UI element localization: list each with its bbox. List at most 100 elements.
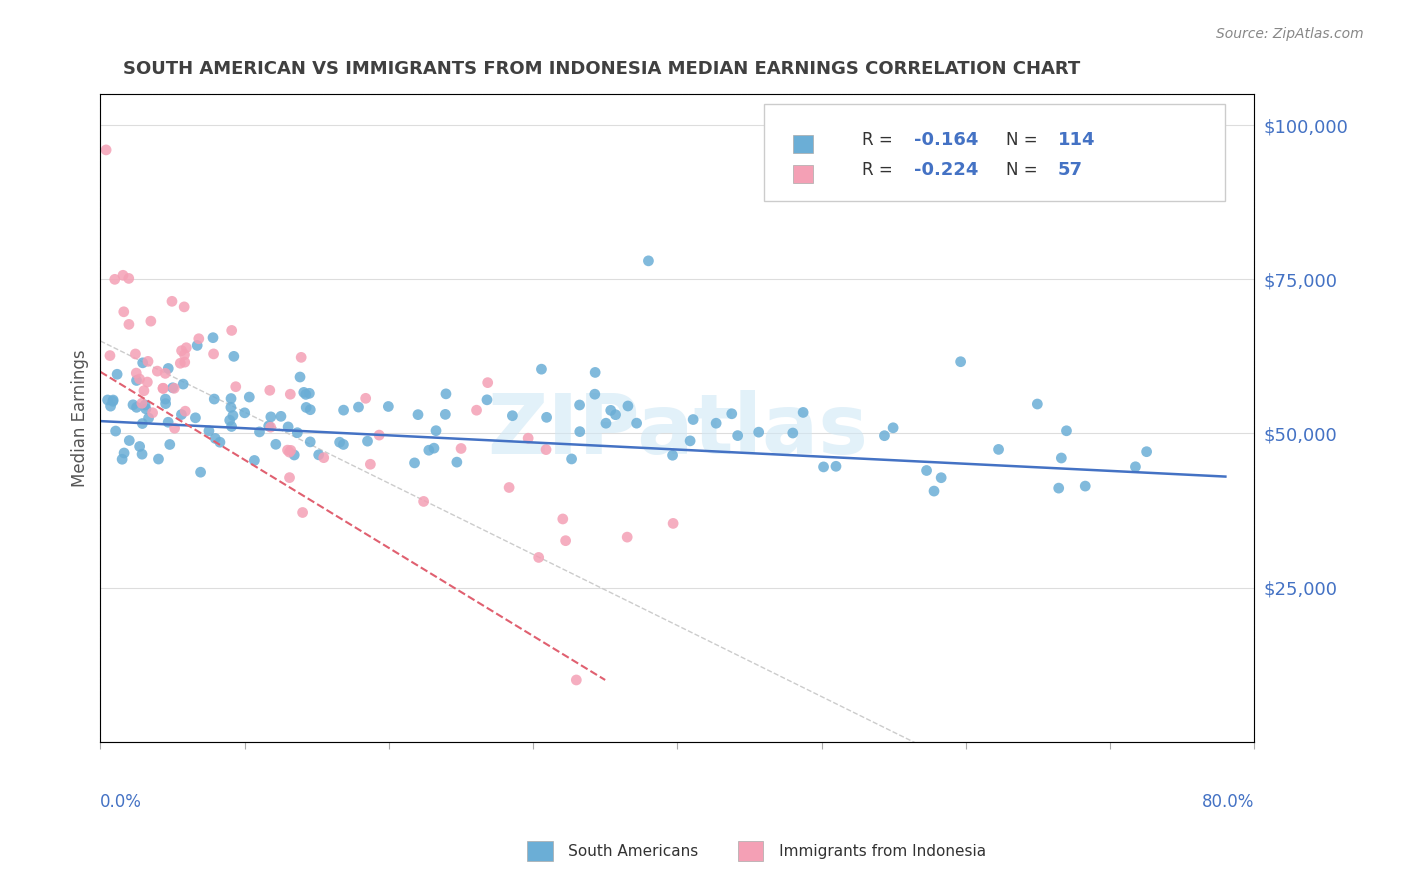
Point: [97, 392, 120, 407]
Point: [583, 387, 606, 401]
Point: [259, 384, 281, 398]
Point: [131, 417, 153, 431]
Point: [104, 424, 127, 438]
Point: [157, 415, 180, 429]
Point: [190, 465, 212, 479]
Text: N =: N =: [1007, 131, 1043, 149]
Point: [138, 411, 160, 425]
Point: [465, 403, 488, 417]
Point: [290, 351, 312, 365]
Point: [434, 387, 457, 401]
Point: [554, 533, 576, 548]
Point: [202, 392, 225, 406]
Point: [922, 484, 945, 499]
FancyBboxPatch shape: [793, 135, 813, 153]
Point: [172, 377, 194, 392]
Point: [949, 355, 972, 369]
Point: [720, 407, 742, 421]
Point: [160, 294, 183, 309]
Point: [155, 367, 177, 381]
Point: [617, 399, 640, 413]
Point: [536, 410, 558, 425]
Point: [162, 381, 184, 395]
FancyBboxPatch shape: [793, 165, 813, 183]
Point: [118, 271, 141, 285]
Point: [157, 361, 180, 376]
Point: [159, 437, 181, 451]
Point: [260, 409, 283, 424]
Point: [704, 416, 727, 430]
Point: [125, 401, 148, 415]
Point: [125, 366, 148, 380]
Point: [498, 481, 520, 495]
Point: [111, 268, 134, 283]
Point: [163, 421, 186, 435]
Point: [280, 443, 302, 458]
Point: [221, 323, 243, 337]
Point: [347, 400, 370, 414]
Point: [530, 362, 553, 376]
Point: [208, 435, 231, 450]
Point: [238, 390, 260, 404]
Point: [184, 410, 207, 425]
Point: [202, 347, 225, 361]
Point: [132, 384, 155, 398]
Point: [283, 448, 305, 462]
Point: [148, 452, 170, 467]
Point: [882, 421, 904, 435]
Point: [104, 272, 127, 286]
Point: [152, 381, 174, 395]
Point: [748, 425, 770, 439]
Point: [278, 445, 301, 459]
Point: [782, 425, 804, 440]
Point: [118, 318, 141, 332]
Point: [377, 400, 399, 414]
Point: [219, 392, 242, 406]
Point: [501, 409, 523, 423]
Text: R =: R =: [862, 131, 898, 149]
Point: [599, 403, 621, 417]
Point: [101, 394, 124, 409]
Point: [1074, 479, 1097, 493]
Point: [264, 437, 287, 451]
Point: [152, 381, 174, 395]
Point: [222, 349, 245, 363]
Point: [128, 440, 150, 454]
Point: [1050, 450, 1073, 465]
Point: [1056, 424, 1078, 438]
Point: [94, 143, 117, 157]
Text: 80.0%: 80.0%: [1202, 793, 1254, 812]
Point: [1047, 481, 1070, 495]
Point: [131, 447, 153, 461]
Point: [298, 386, 321, 401]
Point: [163, 381, 186, 395]
Point: [662, 516, 685, 531]
Point: [517, 431, 540, 445]
Point: [124, 347, 146, 361]
Text: SOUTH AMERICAN VS IMMIGRANTS FROM INDONESIA MEDIAN EARNINGS CORRELATION CHART: SOUTH AMERICAN VS IMMIGRANTS FROM INDONE…: [124, 60, 1081, 78]
Point: [288, 370, 311, 384]
Point: [105, 368, 128, 382]
Text: -0.164: -0.164: [914, 131, 979, 149]
Point: [1026, 397, 1049, 411]
Point: [270, 409, 292, 424]
Point: [128, 372, 150, 386]
Text: N =: N =: [1007, 161, 1043, 179]
Point: [987, 442, 1010, 457]
Point: [308, 448, 330, 462]
Point: [170, 343, 193, 358]
Point: [218, 413, 240, 427]
Point: [423, 441, 446, 455]
Point: [368, 428, 391, 442]
Point: [136, 354, 159, 368]
Point: [792, 405, 814, 419]
Text: -0.224: -0.224: [914, 161, 979, 179]
Point: [929, 471, 952, 485]
Point: [155, 392, 177, 406]
Point: [329, 435, 352, 450]
Point: [278, 387, 301, 401]
Point: [813, 459, 835, 474]
Point: [173, 348, 195, 362]
Text: 114: 114: [1059, 131, 1095, 149]
Point: [155, 396, 177, 410]
